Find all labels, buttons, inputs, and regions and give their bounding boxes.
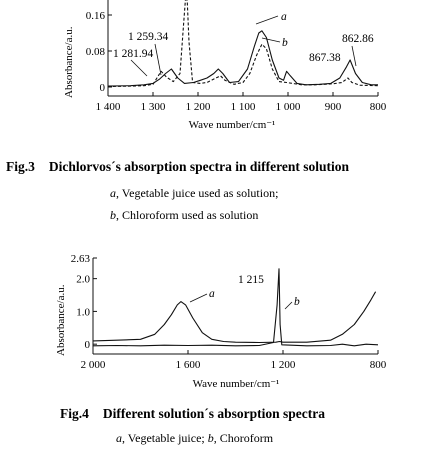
fig3-annotation-a: a xyxy=(281,11,287,23)
fig4-ylabel: Absorbance/a.u. xyxy=(55,284,67,356)
fig3-y-ticks: 0 0.08 0.16 xyxy=(86,10,112,94)
fig3-annotation-1259: 1 259.34 xyxy=(128,31,169,43)
fig3-x-tick-label: 1 000 xyxy=(276,101,301,113)
fig4-series-b-line xyxy=(92,268,379,347)
fig3-legend-b-key: b xyxy=(110,208,116,222)
fig3-series-a-line xyxy=(107,30,378,87)
fig3-y-tick-label: 0 xyxy=(100,82,106,94)
fig4-legend-b-text: , Choroform xyxy=(214,431,274,445)
fig3-x-tick-label: 800 xyxy=(370,101,387,113)
fig4-legend-a-key: a xyxy=(116,431,122,445)
fig4-x-tick-label: 1 600 xyxy=(176,359,201,371)
fig3-y-tick-label: 0.08 xyxy=(86,46,106,58)
fig3-series-b-line xyxy=(107,0,379,88)
fig4-y-ticks: 0 1.0 2.0 2.63 xyxy=(71,253,97,351)
fig3-x-ticks: 1 400 1 300 1 200 1 100 1 000 900 800 xyxy=(96,92,387,113)
fig4-xlabel: Wave number/cm⁻¹ xyxy=(193,378,280,390)
fig4-legend: a, Vegetable juice; b, Choroform xyxy=(116,431,274,445)
fig3-caption: Fig.3 Dichlorvos´s absorption spectra in … xyxy=(6,159,349,174)
fig3-leader-lines xyxy=(130,15,357,77)
fig3-x-tick-label: 1 100 xyxy=(231,101,256,113)
fig4-caption: Fig.4 Different solution´s absorption spe… xyxy=(60,406,325,421)
fig3-annotation-b: b xyxy=(282,37,288,49)
fig4-series-a-line xyxy=(92,291,377,344)
fig4-caption-text: Different solution´s absorption spectra xyxy=(103,406,325,421)
fig4-y-tick-label: 2.0 xyxy=(76,274,90,286)
fig3-annotation-867: 867.38 xyxy=(309,52,341,64)
fig4-y-tick-label: 2.63 xyxy=(71,253,91,265)
fig4-x-tick-label: 1 200 xyxy=(271,359,296,371)
fig4-caption-num: Fig.4 xyxy=(60,406,89,421)
fig4-annotation-a: a xyxy=(209,288,215,300)
fig4-leader-lines xyxy=(189,293,293,310)
fig3-caption-num: Fig.3 xyxy=(6,159,35,174)
fig3-series xyxy=(107,0,379,88)
fig4-axes xyxy=(92,258,378,355)
fig3-x-tick-label: 1 300 xyxy=(141,101,166,113)
fig3-x-tick-label: 900 xyxy=(325,101,342,113)
fig3-legend-b-text: , Chloroform used as solution xyxy=(116,208,258,222)
fig3-legend-b: b, Chloroform used as solution xyxy=(110,208,258,222)
fig4-legend-b-key: b xyxy=(208,431,214,445)
fig4-x-tick-label: 2 000 xyxy=(81,359,106,371)
fig4-x-tick-label: 800 xyxy=(370,359,387,371)
fig4-series xyxy=(92,268,379,347)
fig3-x-tick-label: 1 200 xyxy=(186,101,211,113)
fig4-y-tick-label: 0 xyxy=(85,339,91,351)
fig4-annotation-b: b xyxy=(294,296,300,308)
fig3-annotation-862: 862.86 xyxy=(342,33,374,45)
fig4-y-tick-label: 1.0 xyxy=(76,306,90,318)
fig3-legend-a-text: , Vegetable juice used as solution; xyxy=(116,186,278,200)
fig3-legend-a-key: a xyxy=(110,186,116,200)
fig3-annotation-1281: 1 281.94 xyxy=(113,48,154,60)
fig3-y-tick-label: 0.16 xyxy=(86,10,106,22)
fig4-chart: 2 000 1 600 1 200 800 0 1.0 2.0 2.63 Absorbanc… xyxy=(55,253,387,390)
fig4-x-ticks: 2 000 1 600 1 200 800 xyxy=(81,350,387,371)
fig4-legend-a-text: , Vegetable juice; xyxy=(122,431,208,445)
fig3-chart: 1 400 1 300 1 200 1 100 1 000 900 800 0 0.08 0.1… xyxy=(63,0,387,131)
fig3-xlabel: Wave number/cm⁻¹ xyxy=(189,119,276,131)
fig3-ylabel: Absorbance/a.u. xyxy=(63,26,75,98)
fig4-annotation-1215: 1 215 xyxy=(238,274,264,286)
fig3-x-tick-label: 1 400 xyxy=(96,101,121,113)
fig3-caption-text: Dichlorvos´s absorption spectra in diffe… xyxy=(49,159,350,174)
fig3-legend-a: a, Vegetable juice used as solution; xyxy=(110,186,278,200)
